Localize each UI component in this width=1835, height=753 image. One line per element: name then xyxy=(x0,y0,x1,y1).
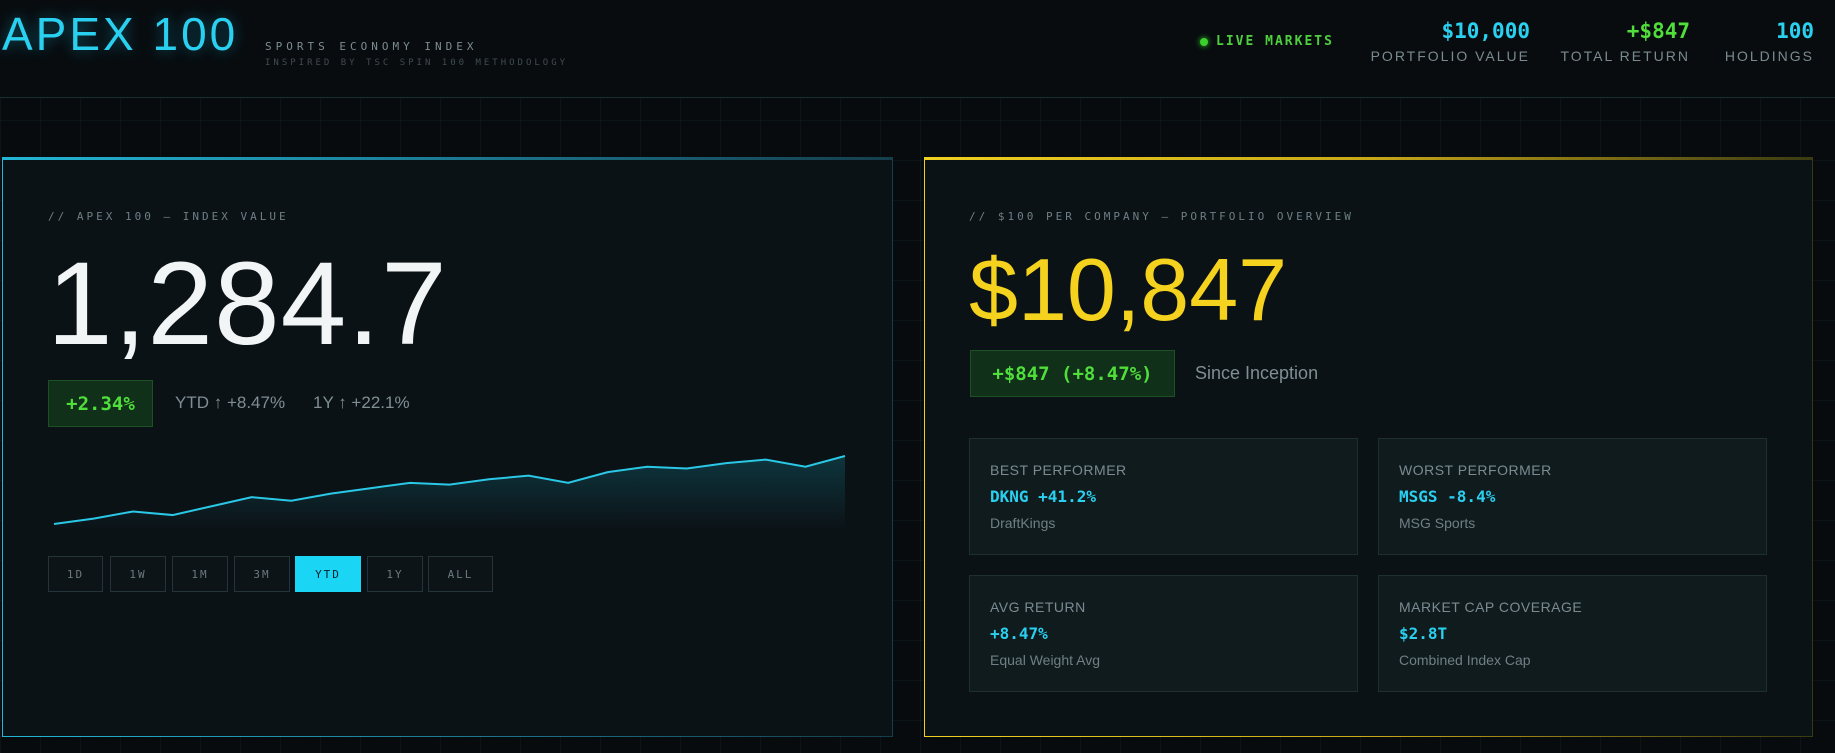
best-performer-card: BEST PERFORMER DKNG +41.2% DraftKings xyxy=(969,438,1358,555)
stat-portfolio-value: $10,000 PORTFOLIO VALUE xyxy=(1370,18,1530,64)
stat-holdings: 100 HOLDINGS xyxy=(1720,18,1814,64)
card-value: MSGS -8.4% xyxy=(1399,487,1496,506)
portfolio-panel-caption: // $100 PER COMPANY — PORTFOLIO OVERVIEW xyxy=(969,210,1354,223)
index-panel: // APEX 100 — INDEX VALUE 1,284.7 +2.34%… xyxy=(2,157,893,737)
live-dot-icon xyxy=(1200,37,1208,46)
stat-value: 100 xyxy=(1776,19,1814,43)
sparkline-series xyxy=(53,455,846,525)
avg-return-card: AVG RETURN +8.47% Equal Weight Avg xyxy=(969,575,1358,692)
brand-title: APEX 100 xyxy=(2,8,239,60)
brand-subtitle: SPORTS ECONOMY INDEX xyxy=(265,40,478,53)
portfolio-value: $10,847 xyxy=(969,240,1288,339)
card-value: +8.47% xyxy=(990,624,1048,643)
live-markets-label: LIVE MARKETS xyxy=(1216,34,1334,49)
sparkline-area xyxy=(54,456,845,530)
stat-label: TOTAL RETURN xyxy=(1560,48,1690,64)
ytd-change: YTD ↑ +8.47% xyxy=(175,393,286,412)
range-button-all[interactable]: ALL xyxy=(428,556,493,592)
range-button-1d[interactable]: 1D xyxy=(48,556,103,592)
range-button-1m[interactable]: 1M xyxy=(172,556,228,592)
range-button-1w[interactable]: 1W xyxy=(110,556,166,592)
range-button-1y[interactable]: 1Y xyxy=(367,556,423,592)
market-cap-coverage-card: MARKET CAP COVERAGE $2.8T Combined Index… xyxy=(1378,575,1767,692)
live-markets-indicator: LIVE MARKETS xyxy=(1200,34,1334,49)
range-button-ytd[interactable]: YTD xyxy=(295,556,361,592)
one-year-change: 1Y ↑ +22.1% xyxy=(313,393,410,412)
card-label: AVG RETURN xyxy=(990,599,1086,615)
top-header: APEX 100 SPORTS ECONOMY INDEX INSPIRED B… xyxy=(0,0,1835,98)
card-sub: MSG Sports xyxy=(1399,515,1476,531)
index-sparkline-chart xyxy=(53,455,846,530)
worst-performer-card: WORST PERFORMER MSGS -8.4% MSG Sports xyxy=(1378,438,1767,555)
card-label: WORST PERFORMER xyxy=(1399,462,1552,478)
card-sub: DraftKings xyxy=(990,515,1056,531)
stat-label: HOLDINGS xyxy=(1724,48,1814,64)
index-panel-caption: // APEX 100 — INDEX VALUE xyxy=(48,210,289,223)
card-value: $2.8T xyxy=(1399,624,1448,643)
range-button-3m[interactable]: 3M xyxy=(234,556,290,592)
card-value: DKNG +41.2% xyxy=(990,487,1096,506)
since-inception-badge: +$847 (+8.47%) xyxy=(970,350,1175,397)
portfolio-panel: // $100 PER COMPANY — PORTFOLIO OVERVIEW… xyxy=(924,157,1813,737)
stat-label: PORTFOLIO VALUE xyxy=(1370,48,1530,64)
card-label: BEST PERFORMER xyxy=(990,462,1127,478)
index-value: 1,284.7 xyxy=(47,238,448,370)
brand-tagline: INSPIRED BY TSC SPIN 100 METHODOLOGY xyxy=(265,58,569,68)
stat-value: $10,000 xyxy=(1441,19,1530,43)
stat-total-return: +$847 TOTAL RETURN xyxy=(1560,18,1690,64)
daily-change-badge: +2.34% xyxy=(48,380,153,427)
card-label: MARKET CAP COVERAGE xyxy=(1399,599,1583,615)
card-sub: Equal Weight Avg xyxy=(990,652,1101,668)
stat-value: +$847 xyxy=(1626,19,1690,43)
card-sub: Combined Index Cap xyxy=(1399,652,1531,668)
since-inception-label: Since Inception xyxy=(1195,363,1319,383)
